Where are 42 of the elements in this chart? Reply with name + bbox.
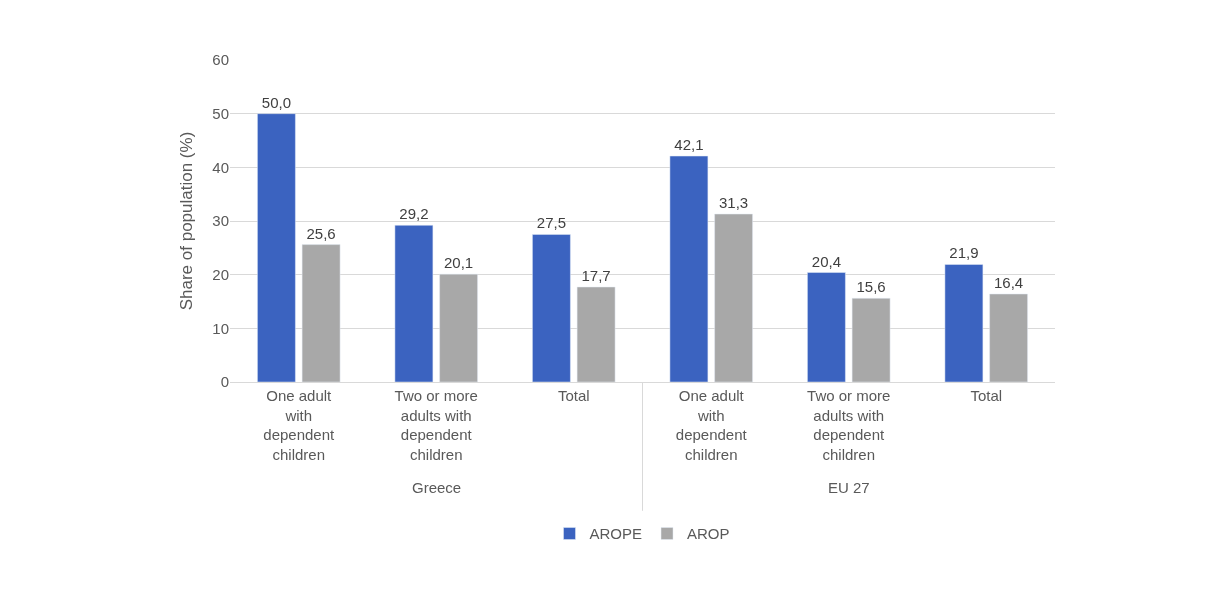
data-label: 50,0 [261, 93, 292, 111]
y-tick-label: 40 [212, 158, 229, 176]
bar [851, 298, 891, 382]
data-label: 20,1 [443, 254, 474, 272]
legend-label: AROPE [589, 525, 643, 543]
bar [576, 286, 616, 382]
bar [714, 213, 753, 382]
data-label: 21,9 [949, 244, 979, 262]
x-tick-label: Two or more adults with dependent children [394, 387, 478, 463]
data-label: 15,6 [856, 278, 886, 296]
y-tick-label: 0 [220, 373, 229, 391]
legend-label: AROP [687, 525, 730, 543]
text: Greece [412, 479, 462, 496]
bar [807, 272, 846, 382]
bar [532, 234, 571, 382]
data-label: 42,1 [674, 136, 704, 154]
x-tick-label: Total [970, 387, 1003, 404]
bar [301, 244, 341, 382]
data-label: 17,7 [581, 267, 611, 285]
bar [439, 273, 478, 382]
y-tick-label: 30 [212, 212, 229, 230]
bar [257, 113, 296, 382]
x-tick-label: Total [557, 387, 590, 404]
x-tick-label: One adult with dependent children [675, 387, 748, 463]
y-tick-label: 10 [212, 319, 229, 337]
bar [669, 155, 709, 382]
x-tick-label: Two or more adults with dependent children [807, 387, 891, 463]
data-label: 31,3 [718, 194, 749, 212]
y-tick-label: 50 [212, 104, 229, 122]
data-label: 20,4 [811, 252, 842, 270]
x-tick-label: One adult with dependent children [263, 387, 336, 463]
data-label: 27,5 [536, 214, 567, 232]
y-tick-label: 20 [212, 265, 229, 283]
bar [944, 264, 984, 382]
text: EU 27 [828, 479, 870, 496]
data-label: 29,2 [399, 205, 429, 223]
y-tick-label: 60 [212, 51, 229, 69]
data-label: 25,6 [306, 224, 336, 242]
bar [989, 293, 1028, 382]
y-axis-title: Share of population (%) [176, 131, 196, 311]
bar [394, 225, 434, 382]
data-label: 16,4 [993, 273, 1024, 291]
